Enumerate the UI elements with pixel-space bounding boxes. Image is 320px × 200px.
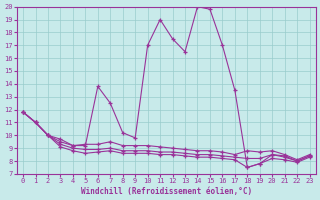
X-axis label: Windchill (Refroidissement éolien,°C): Windchill (Refroidissement éolien,°C) — [81, 187, 252, 196]
